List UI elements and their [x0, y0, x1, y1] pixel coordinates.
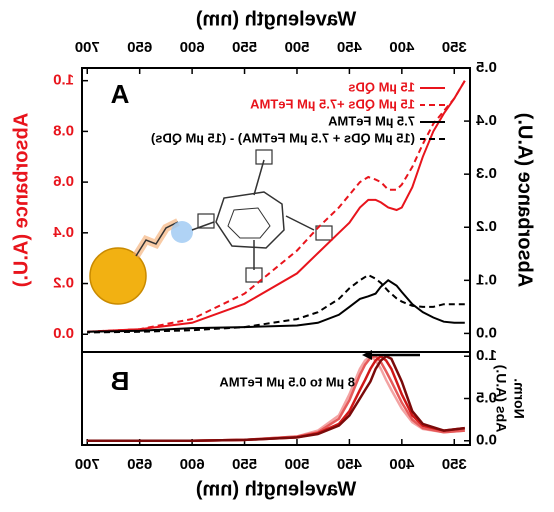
x-tick-label: 450 [337, 456, 362, 473]
y-tick-label: 0.0 [53, 325, 74, 342]
legend-label: 15 µM QDs [348, 79, 415, 94]
x-tick-label: 350 [442, 39, 467, 56]
y-tick-label: 0.6 [53, 173, 74, 190]
data-line [87, 354, 465, 443]
annotation: 8 µM to 0.5 µM FeTMA [219, 374, 355, 389]
y2-tick-label: 0.0 [476, 324, 497, 341]
x-tick-label: 600 [180, 39, 205, 56]
x-tick-label: 500 [284, 39, 309, 56]
illustration [89, 149, 333, 305]
y2-tick-label: 0.2 [476, 218, 497, 235]
x-tick-label: 450 [337, 39, 362, 56]
plot-frame [81, 351, 471, 446]
arrow-head [362, 350, 372, 360]
y-tick-label: 1.0 [53, 72, 74, 89]
data-line [87, 273, 465, 334]
y-axis-title: Abs (A.U.) [493, 365, 509, 433]
y-tick-label: 0.5 [476, 389, 497, 406]
x-tick-label: 400 [389, 39, 414, 56]
y2-tick-label: 0.3 [476, 165, 497, 182]
y2-tick-label: 0.5 [476, 59, 497, 76]
y-axis-title: Norm. [511, 378, 527, 418]
x-axis-title: Wavelength (nm) [196, 478, 356, 500]
x-tick-label: 700 [75, 39, 100, 56]
x-tick-label: 350 [442, 456, 467, 473]
panel-label: B [111, 366, 130, 396]
x-tick-label: 700 [75, 456, 100, 473]
x-tick-label: 400 [389, 456, 414, 473]
data-line [87, 279, 465, 333]
legend-label: 7.5 µM FeTMA [327, 113, 415, 128]
y-tick-label: 0.2 [53, 275, 74, 292]
x-tick-label: 600 [180, 456, 205, 473]
x-axis-title: Wavelength (nm) [196, 8, 356, 30]
y2-tick-label: 0.4 [475, 112, 497, 129]
x-tick-label: 650 [127, 456, 152, 473]
y-axis-title: Absorbance (A.U.) [10, 113, 32, 287]
y-tick-label: 0.8 [53, 122, 74, 139]
y2-tick-label: 0.1 [476, 271, 497, 288]
x-tick-label: 550 [232, 456, 257, 473]
y2-axis-title: Absorbance (A.U.) [514, 113, 536, 287]
y-tick-label: 0.4 [52, 224, 74, 241]
x-tick-label: 500 [284, 456, 309, 473]
x-tick-label: 550 [232, 39, 257, 56]
panel-label: A [110, 79, 129, 109]
legend-label: (15 µM QDs + 7.5 µM FeTMA) - (15 µM QDs) [151, 130, 415, 145]
y-tick-label: 1.0 [476, 347, 497, 364]
x-tick-label: 650 [127, 39, 152, 56]
data-line [87, 80, 466, 333]
legend-label: 15 µM QDs +7.5 µM FeTMA [250, 96, 415, 111]
y-tick-label: 0.0 [476, 432, 497, 449]
